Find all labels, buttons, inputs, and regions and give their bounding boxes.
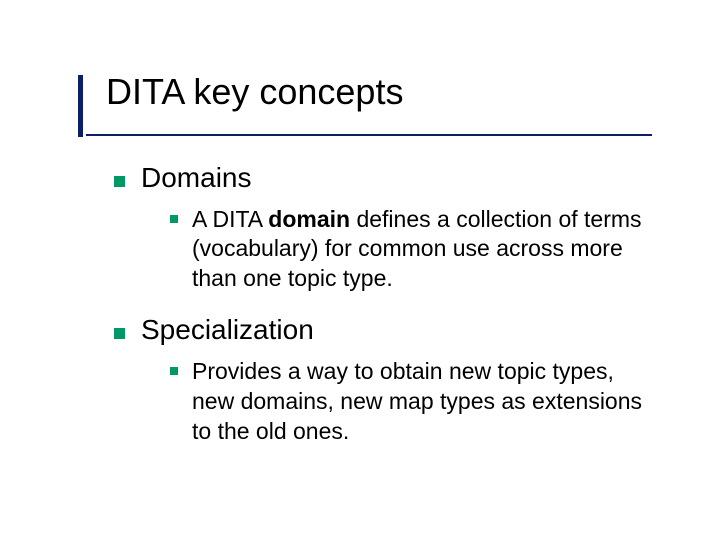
bullet-level1-label: Specialization — [141, 312, 314, 347]
bullet-level2: A DITA domain defines a collection of te… — [170, 205, 660, 295]
title-accent-bar — [78, 75, 83, 137]
bullet-level1: Domains — [114, 160, 660, 195]
slide-title: DITA key concepts — [100, 72, 660, 112]
bullet-level2: Provides a way to obtain new topic types… — [170, 357, 660, 447]
slide: DITA key concepts Domains A DITA domain … — [0, 0, 720, 540]
square-bullet-icon — [170, 367, 178, 375]
bullet-level2-text: A DITA domain defines a collection of te… — [192, 205, 660, 295]
square-bullet-icon — [114, 328, 125, 339]
text-post: Provides a way to obtain new topic types… — [192, 358, 642, 444]
bullet-level1: Specialization — [114, 312, 660, 347]
square-bullet-icon — [170, 215, 178, 223]
text-bold: domain — [268, 206, 350, 232]
bullet-level2-text: Provides a way to obtain new topic types… — [192, 357, 660, 447]
slide-content: Domains A DITA domain defines a collecti… — [100, 160, 660, 447]
square-bullet-icon — [114, 176, 125, 187]
title-underline — [86, 134, 652, 136]
text-pre: A DITA — [192, 206, 268, 232]
bullet-level2-group: A DITA domain defines a collection of te… — [170, 205, 660, 295]
bullet-level1-label: Domains — [141, 160, 251, 195]
bullet-level2-group: Provides a way to obtain new topic types… — [170, 357, 660, 447]
